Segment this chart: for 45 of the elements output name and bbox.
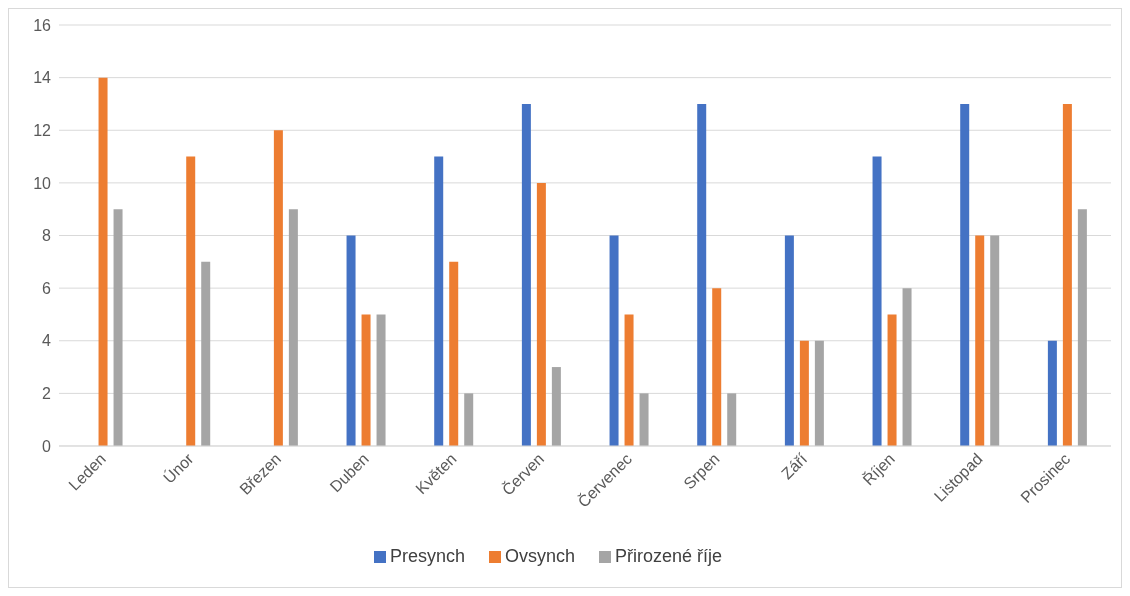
bar [113, 209, 123, 446]
bar [814, 340, 824, 446]
bar [1077, 209, 1087, 446]
bar [902, 288, 912, 446]
bar [639, 393, 649, 446]
bar [960, 103, 970, 446]
y-tick-label: 2 [42, 385, 52, 403]
bar [201, 261, 211, 446]
bar [376, 314, 386, 446]
bar [464, 393, 474, 446]
bar [624, 314, 634, 446]
bar [186, 156, 196, 446]
bar [697, 103, 707, 446]
y-tick-label: 4 [42, 332, 52, 350]
bar [449, 261, 459, 446]
bar [346, 235, 356, 446]
bar [98, 77, 108, 446]
bar [521, 103, 531, 446]
y-tick-label: 14 [33, 69, 52, 87]
bar [434, 156, 444, 446]
y-tick-label: 12 [33, 121, 52, 139]
bar [551, 367, 561, 446]
bar [799, 340, 809, 446]
legend-label: Přirozené říje [615, 546, 723, 566]
bar [273, 130, 283, 446]
y-tick-label: 0 [42, 437, 52, 455]
bar [536, 182, 546, 446]
legend-label: Presynch [389, 546, 465, 566]
y-tick-label: 10 [33, 174, 52, 192]
bar [361, 314, 371, 446]
y-tick-label: 6 [42, 279, 52, 297]
legend-label: Ovsynch [504, 546, 576, 566]
bar [1062, 103, 1072, 446]
bar [784, 235, 794, 446]
bar [609, 235, 619, 446]
bar [990, 235, 1000, 446]
bar [872, 156, 882, 446]
bar [288, 209, 298, 446]
bar [727, 393, 737, 446]
bar [887, 314, 897, 446]
bar [975, 235, 985, 446]
y-tick-label: 16 [33, 16, 52, 34]
y-tick-label: 8 [42, 227, 52, 245]
bar [712, 288, 722, 446]
bar [1047, 340, 1057, 446]
